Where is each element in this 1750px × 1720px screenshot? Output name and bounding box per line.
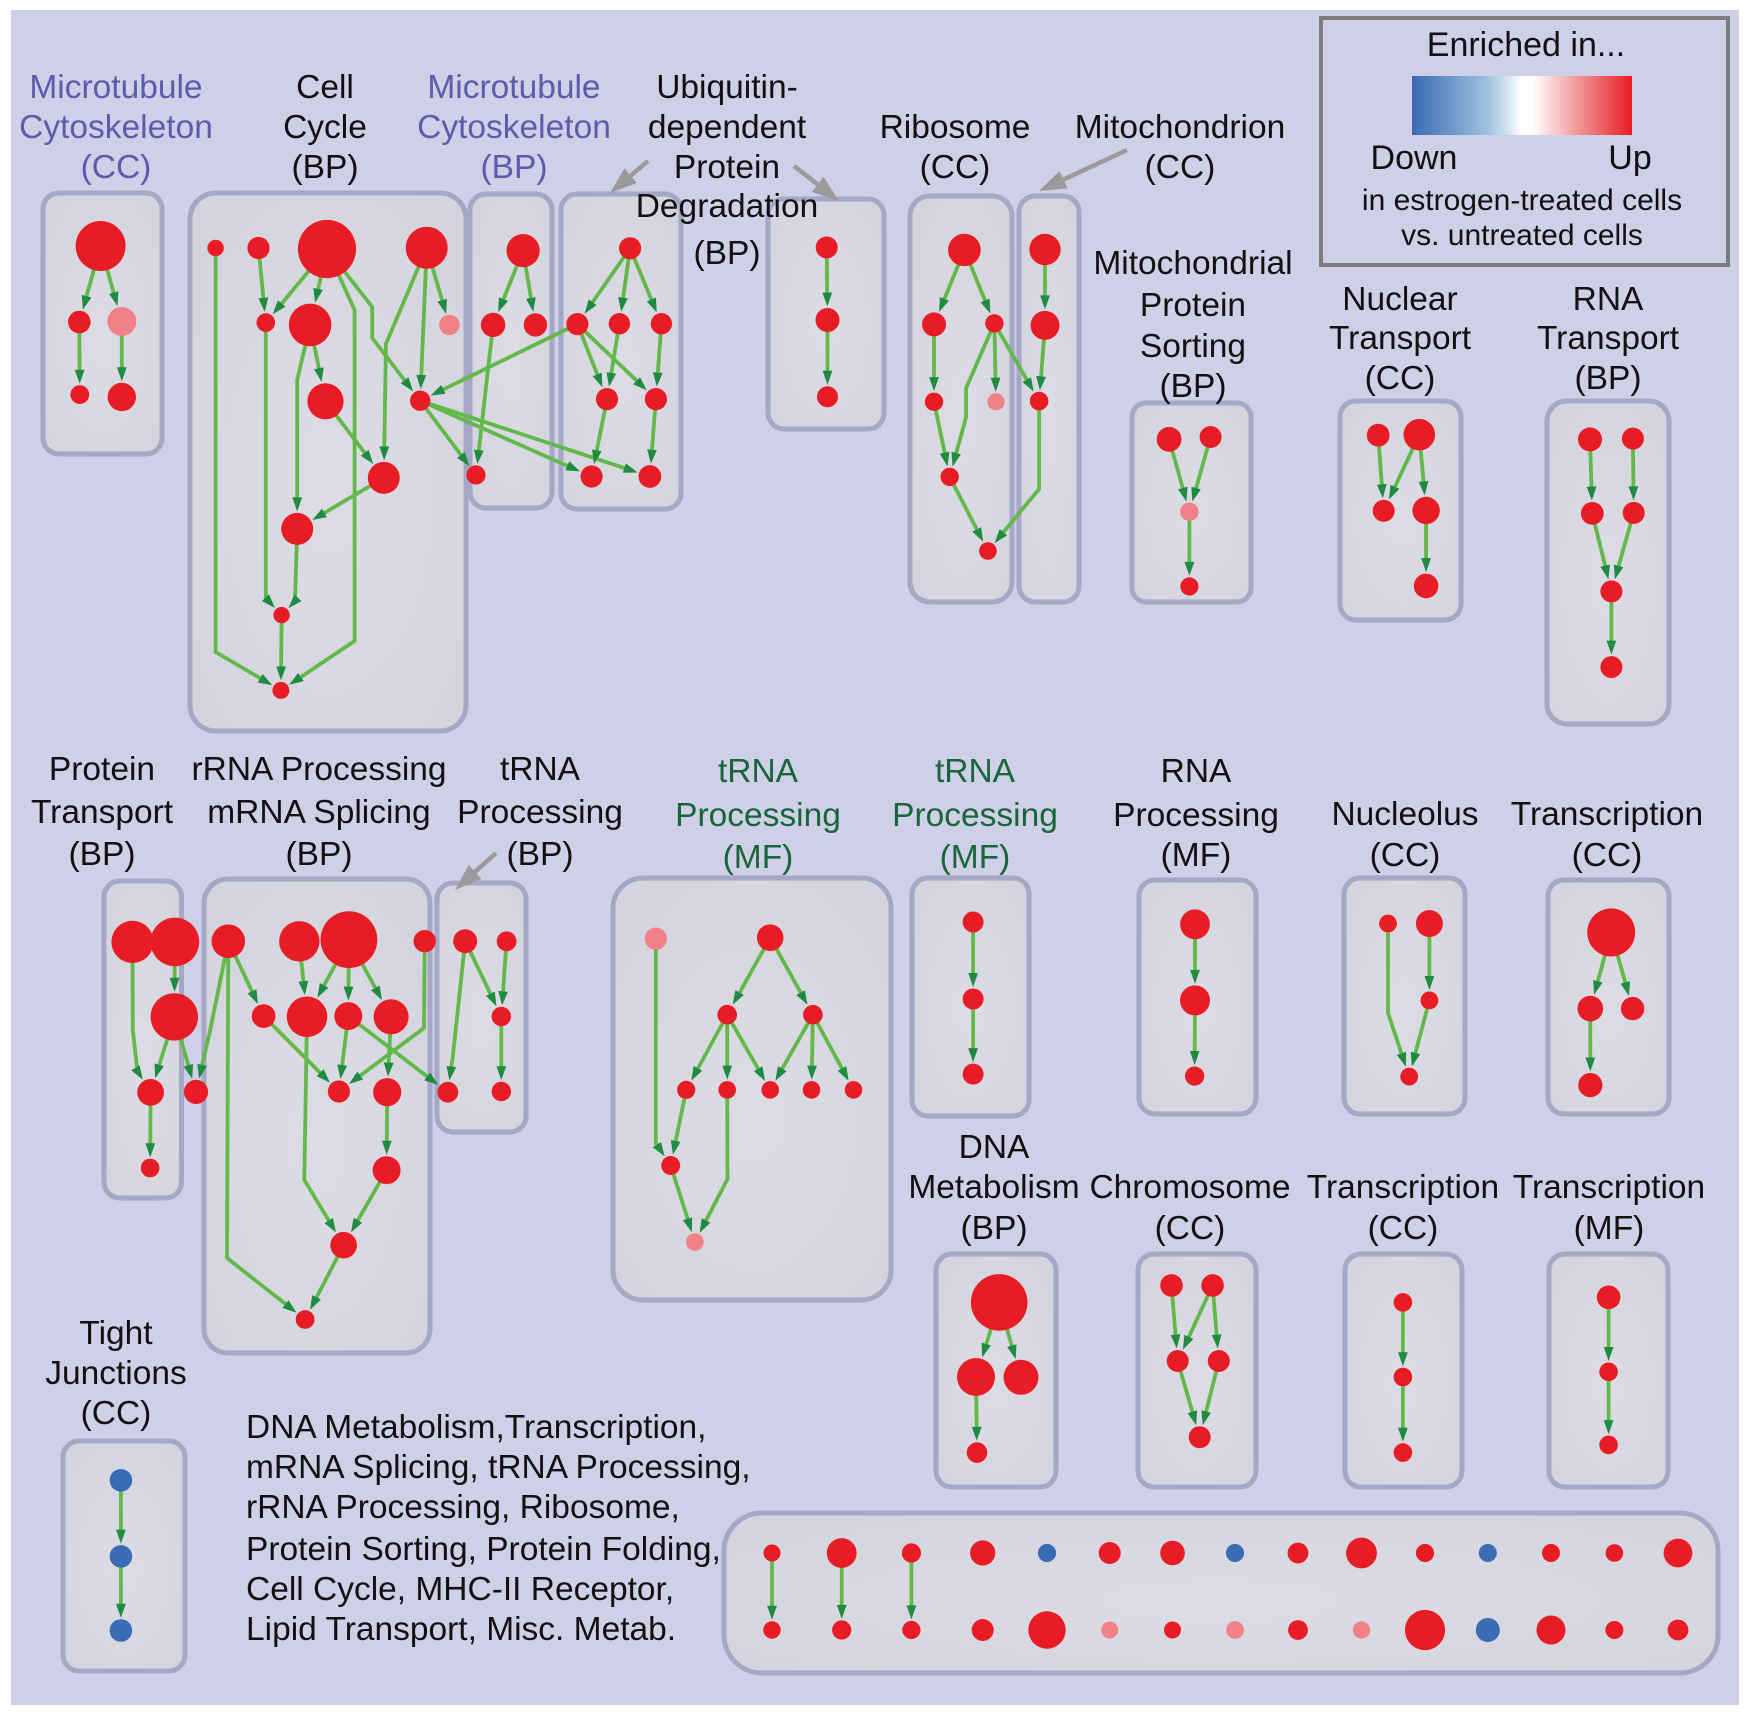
svg-text:Junctions: Junctions (45, 1355, 187, 1392)
svg-text:RNA: RNA (1573, 281, 1644, 318)
svg-text:rRNA Processing: rRNA Processing (191, 751, 446, 788)
svg-text:(BP): (BP) (481, 149, 548, 186)
svg-text:(CC): (CC) (81, 149, 152, 186)
svg-text:mRNA Splicing, tRNA Processing: mRNA Splicing, tRNA Processing, (246, 1449, 751, 1486)
svg-text:Transcription: Transcription (1513, 1169, 1705, 1206)
svg-text:Microtubule: Microtubule (427, 69, 600, 106)
svg-text:Ubiquitin-: Ubiquitin- (656, 69, 798, 106)
svg-text:(CC): (CC) (1368, 1210, 1439, 1247)
svg-text:Protein: Protein (1140, 287, 1246, 324)
svg-text:(BP): (BP) (961, 1210, 1028, 1247)
svg-text:Transport: Transport (31, 794, 174, 831)
svg-text:Transport: Transport (1537, 320, 1680, 357)
svg-text:rRNA Processing, Ribosome,: rRNA Processing, Ribosome, (246, 1489, 680, 1526)
svg-text:Processing: Processing (457, 794, 623, 831)
svg-text:Processing: Processing (1113, 797, 1279, 834)
svg-text:dependent: dependent (648, 109, 807, 146)
svg-text:Protein: Protein (674, 149, 780, 186)
svg-text:(CC): (CC) (81, 1395, 152, 1432)
svg-text:Transport: Transport (1329, 320, 1472, 357)
svg-text:(CC): (CC) (1572, 837, 1643, 874)
svg-text:Cytoskeleton: Cytoskeleton (417, 109, 611, 146)
svg-text:Protein Sorting, Protein Foldi: Protein Sorting, Protein Folding, (246, 1531, 721, 1568)
svg-text:Mitochondrion: Mitochondrion (1075, 109, 1285, 146)
svg-text:tRNA: tRNA (935, 753, 1016, 790)
svg-text:Protein: Protein (49, 751, 155, 788)
svg-text:(MF): (MF) (1161, 837, 1232, 874)
svg-text:Ribosome: Ribosome (880, 109, 1031, 146)
svg-text:vs. untreated cells: vs. untreated cells (1401, 219, 1643, 252)
svg-text:DNA Metabolism,Transcription,: DNA Metabolism,Transcription, (246, 1409, 706, 1446)
svg-text:Down: Down (1371, 139, 1458, 177)
svg-text:Nucleolus: Nucleolus (1331, 796, 1478, 833)
svg-text:Cell Cycle, MHC-II Receptor,: Cell Cycle, MHC-II Receptor, (246, 1571, 674, 1608)
svg-text:Processing: Processing (675, 797, 841, 834)
svg-text:mRNA Splicing: mRNA Splicing (207, 794, 430, 831)
svg-text:(MF): (MF) (940, 839, 1011, 876)
svg-text:(BP): (BP) (507, 836, 574, 873)
svg-text:Cycle: Cycle (283, 109, 367, 146)
svg-text:Transcription: Transcription (1511, 796, 1703, 833)
svg-text:Chromosome: Chromosome (1089, 1169, 1290, 1206)
svg-text:(BP): (BP) (694, 235, 761, 272)
svg-text:Transcription: Transcription (1307, 1169, 1499, 1206)
svg-text:(MF): (MF) (1574, 1210, 1645, 1247)
svg-text:tRNA: tRNA (718, 753, 799, 790)
svg-text:Cell: Cell (296, 69, 354, 106)
svg-text:Up: Up (1608, 139, 1651, 177)
svg-text:(MF): (MF) (723, 839, 794, 876)
svg-text:Nuclear: Nuclear (1342, 281, 1457, 318)
svg-text:Tight: Tight (79, 1315, 153, 1352)
svg-text:(BP): (BP) (292, 149, 359, 186)
svg-text:(BP): (BP) (1160, 368, 1227, 405)
svg-text:Cytoskeleton: Cytoskeleton (19, 109, 213, 146)
svg-text:Sorting: Sorting (1140, 328, 1246, 365)
svg-text:Degradation: Degradation (636, 188, 819, 225)
svg-text:(CC): (CC) (1365, 360, 1436, 397)
svg-text:in estrogen-treated cells: in estrogen-treated cells (1362, 184, 1682, 217)
svg-text:(BP): (BP) (69, 836, 136, 873)
svg-text:(CC): (CC) (920, 149, 991, 186)
svg-text:Mitochondrial: Mitochondrial (1093, 245, 1292, 282)
svg-text:(BP): (BP) (1575, 360, 1642, 397)
svg-text:Processing: Processing (892, 797, 1058, 834)
svg-text:(CC): (CC) (1370, 837, 1441, 874)
svg-text:tRNA: tRNA (500, 751, 581, 788)
svg-text:(CC): (CC) (1155, 1210, 1226, 1247)
svg-text:Microtubule: Microtubule (29, 69, 202, 106)
svg-text:Lipid Transport, Misc. Metab.: Lipid Transport, Misc. Metab. (246, 1611, 676, 1648)
svg-text:(CC): (CC) (1145, 149, 1216, 186)
svg-text:(BP): (BP) (286, 836, 353, 873)
svg-text:Enriched in...: Enriched in... (1427, 26, 1625, 64)
svg-text:Metabolism: Metabolism (908, 1169, 1079, 1206)
svg-text:RNA: RNA (1161, 753, 1232, 790)
svg-text:DNA: DNA (959, 1129, 1030, 1166)
